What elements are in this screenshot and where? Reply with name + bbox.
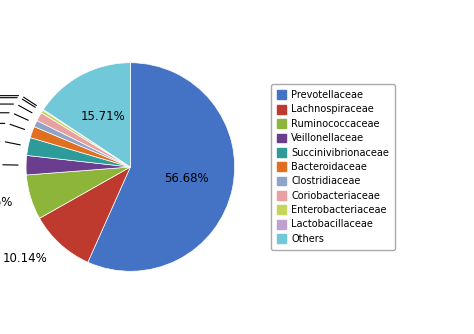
Wedge shape [27,167,130,218]
Wedge shape [30,127,130,167]
Wedge shape [34,121,130,167]
Wedge shape [39,167,130,262]
Text: 15.71%: 15.71% [81,110,126,123]
Wedge shape [37,113,130,167]
Wedge shape [26,155,130,175]
Wedge shape [43,63,130,167]
Text: 56.68%: 56.68% [164,172,209,185]
Legend: Prevotellaceae, Lachnospiraceae, Ruminococcaceae, Veillonellaceae, Succinivibrio: Prevotellaceae, Lachnospiraceae, Ruminoc… [271,84,395,250]
Wedge shape [88,63,235,271]
Text: 10.14%: 10.14% [3,252,47,265]
Wedge shape [27,138,130,167]
Wedge shape [43,110,130,167]
Wedge shape [41,110,130,167]
Text: 6.96%: 6.96% [0,196,13,209]
